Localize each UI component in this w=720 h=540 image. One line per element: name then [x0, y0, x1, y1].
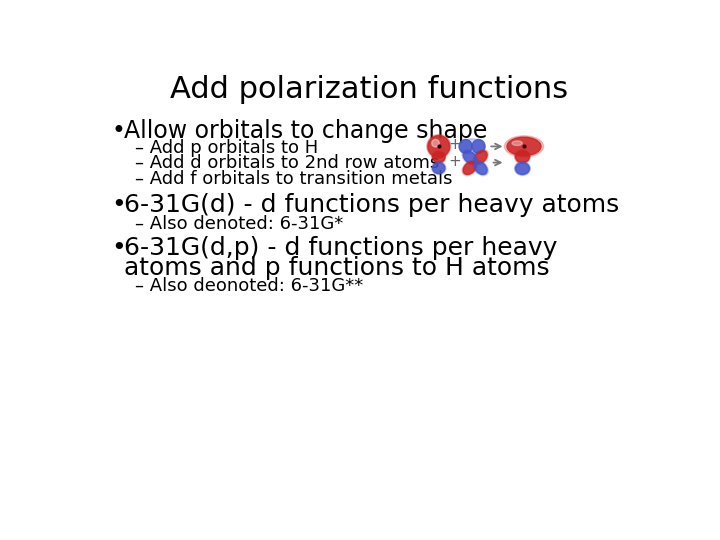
Ellipse shape [463, 151, 477, 164]
Text: +: + [448, 153, 461, 168]
Text: 6-31G(d) - d functions per heavy atoms: 6-31G(d) - d functions per heavy atoms [124, 193, 619, 218]
Text: •: • [112, 236, 127, 260]
Ellipse shape [514, 161, 531, 176]
Ellipse shape [516, 151, 529, 163]
Ellipse shape [432, 139, 439, 147]
Text: – Add p orbitals to H: – Add p orbitals to H [135, 139, 318, 157]
Text: +: + [448, 137, 461, 152]
Text: Add polarization functions: Add polarization functions [170, 75, 568, 104]
Ellipse shape [473, 160, 488, 176]
Ellipse shape [431, 151, 446, 164]
Ellipse shape [516, 163, 529, 174]
Ellipse shape [505, 136, 544, 157]
Ellipse shape [427, 134, 451, 158]
Ellipse shape [514, 150, 531, 164]
Ellipse shape [428, 136, 449, 157]
Text: – Add f orbitals to transition metals: – Add f orbitals to transition metals [135, 170, 452, 187]
Ellipse shape [460, 139, 484, 154]
Text: – Also deonoted: 6-31G**: – Also deonoted: 6-31G** [135, 278, 363, 295]
Ellipse shape [472, 139, 485, 153]
Ellipse shape [474, 161, 487, 174]
Text: •: • [112, 119, 125, 143]
Ellipse shape [474, 151, 487, 164]
Text: – Add d orbitals to 2nd row atoms: – Add d orbitals to 2nd row atoms [135, 154, 439, 172]
Ellipse shape [459, 139, 472, 153]
Text: – Also denoted: 6-31G*: – Also denoted: 6-31G* [135, 215, 343, 233]
Ellipse shape [463, 161, 477, 174]
Text: •: • [112, 193, 127, 218]
Ellipse shape [433, 152, 445, 163]
Text: atoms and p functions to H atoms: atoms and p functions to H atoms [124, 256, 550, 280]
Ellipse shape [431, 161, 446, 174]
Ellipse shape [462, 160, 477, 176]
Ellipse shape [433, 163, 445, 173]
Text: Allow orbitals to change shape: Allow orbitals to change shape [124, 119, 487, 143]
Ellipse shape [462, 150, 477, 165]
Ellipse shape [512, 141, 522, 145]
Text: 6-31G(d,p) - d functions per heavy: 6-31G(d,p) - d functions per heavy [124, 236, 557, 260]
Ellipse shape [473, 150, 488, 165]
Ellipse shape [507, 137, 541, 156]
